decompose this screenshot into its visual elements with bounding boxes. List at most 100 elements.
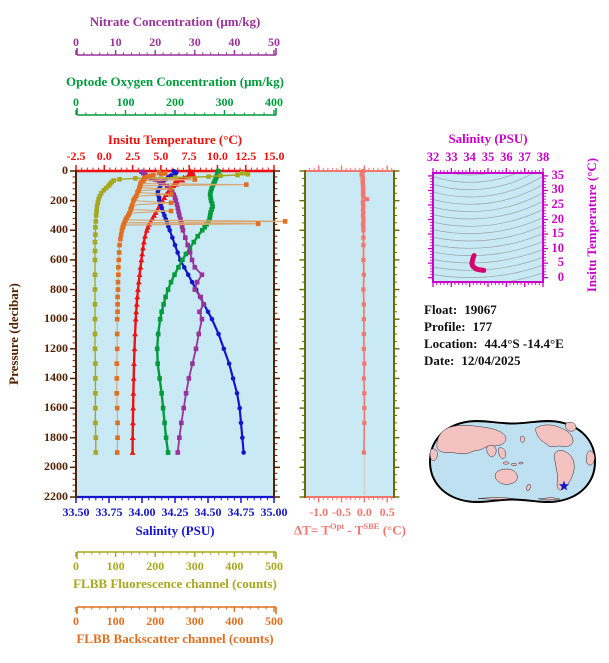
- tick-label: 300: [215, 95, 234, 109]
- tick-label: 100: [116, 95, 135, 109]
- tick-label: 200: [146, 614, 165, 628]
- tick-label: 5.0: [153, 149, 169, 163]
- tick-label: 0.0: [356, 505, 372, 519]
- tick-label: 34.25: [161, 505, 189, 519]
- date-label: Date:: [424, 353, 455, 368]
- tick-label: 20: [149, 35, 162, 49]
- map-land: [429, 421, 595, 501]
- tick-label: 35: [481, 150, 495, 164]
- ts-temperature-axis-title: Insitu Temperature (°C): [584, 157, 599, 293]
- tick-label: 0: [73, 559, 79, 573]
- location-label: Location:: [424, 336, 478, 351]
- tick-label: 200: [50, 192, 68, 207]
- tick-label: 12.5: [235, 149, 257, 163]
- tick-label: 37: [518, 150, 531, 164]
- tick-label: 300: [185, 614, 204, 628]
- tick-label: 10: [551, 240, 565, 255]
- tick-label: 0: [73, 35, 79, 49]
- tick-label: 200: [146, 559, 165, 573]
- profile-line: Profile: 177: [424, 318, 564, 335]
- tick-label: 100: [106, 559, 125, 573]
- tick-label: 38: [536, 150, 550, 164]
- float-id-line: Float: 19067: [424, 301, 564, 318]
- float-label: Float:: [424, 302, 458, 317]
- tick-label: 600: [50, 251, 68, 266]
- delta-t-title-part: (°C): [379, 522, 406, 538]
- tick-label: 0: [62, 163, 68, 177]
- tick-label: 800: [50, 281, 68, 296]
- delta-t-axis-title: ΔT= TOpt - TSBE (°C): [280, 521, 420, 538]
- tick-label: 1000: [44, 311, 68, 326]
- tick-label: 7.5: [181, 149, 197, 163]
- tick-label: 10: [109, 35, 122, 49]
- location-value: 44.4°S -14.4°E: [484, 336, 564, 351]
- pressure-axis-title: Pressure (decibar): [6, 283, 21, 385]
- fluorescence-axis-title: FLBB Fluorescence channel (counts): [73, 576, 277, 591]
- delta-t-title-sup-opt: Opt: [329, 521, 345, 531]
- tick-label: 15: [551, 226, 565, 241]
- tick-label: 1800: [44, 429, 68, 444]
- tick-label: -0.5: [332, 505, 351, 519]
- float-value: 19067: [464, 302, 497, 317]
- tick-label: 500: [265, 559, 283, 573]
- profile-value: 177: [472, 319, 493, 334]
- tick-label: 34.50: [194, 505, 222, 519]
- tick-label: 35: [551, 167, 565, 182]
- tick-label: 33.50: [62, 505, 90, 519]
- oxygen-axis-title: Optode Oxygen Concentration (μm/kg): [66, 74, 284, 89]
- float-info: Float: 19067 Profile: 177 Location: 44.4°S …: [424, 301, 564, 369]
- tick-label: 1400: [44, 370, 68, 385]
- nitrate-axis-title: Nitrate Concentration (μm/kg): [89, 14, 261, 29]
- tick-label: 33.75: [95, 505, 123, 519]
- tick-label: 1200: [44, 340, 68, 355]
- date-value: 12/04/2025: [461, 353, 521, 368]
- profile-label: Profile:: [424, 319, 466, 334]
- tick-label: 0: [557, 269, 564, 284]
- backscatter-axis-title: FLBB Backscatter channel (counts): [76, 631, 274, 646]
- tick-label: 0: [73, 614, 79, 628]
- tick-label: 1600: [44, 400, 68, 415]
- salinity-axis-title: Salinity (PSU): [135, 523, 215, 538]
- tick-label: 30: [188, 35, 201, 49]
- tick-label: 40: [228, 35, 241, 49]
- tick-label: 5: [557, 255, 564, 270]
- tick-label: 33: [445, 150, 458, 164]
- tick-label: 25: [551, 196, 565, 211]
- tick-label: 30: [551, 182, 565, 197]
- ts-salinity-axis-title: Salinity (PSU): [448, 131, 528, 146]
- tick-label: 400: [225, 559, 244, 573]
- tick-label: 500: [265, 614, 283, 628]
- tick-label: 36: [500, 150, 513, 164]
- location-line: Location: 44.4°S -14.4°E: [424, 335, 564, 352]
- tick-label: 34.00: [128, 505, 156, 519]
- tick-label: 32: [426, 150, 440, 164]
- tick-label: 10.0: [206, 149, 228, 163]
- tick-label: 2200: [44, 489, 68, 503]
- tick-label: 0.0: [96, 149, 112, 163]
- delta-t-title-part: ΔT= T: [294, 522, 330, 538]
- temperature-axis-title: Insitu Temperature (°C): [107, 132, 243, 147]
- tick-label: 300: [185, 559, 204, 573]
- tick-label: 400: [265, 95, 283, 109]
- series-layer: [92, 168, 542, 455]
- tick-label: -1.0: [309, 505, 329, 519]
- tick-label: 2.5: [125, 149, 141, 163]
- tick-label: -2.5: [66, 149, 86, 163]
- tick-label: 400: [225, 614, 244, 628]
- delta-t-title-part: - T: [344, 522, 364, 538]
- tick-label: 50: [268, 35, 280, 49]
- tick-label: 200: [166, 95, 184, 109]
- date-line: Date: 12/04/2025: [424, 352, 564, 369]
- tick-label: 0: [73, 95, 79, 109]
- tick-label: 0.5: [379, 505, 395, 519]
- tick-label: 100: [106, 614, 125, 628]
- delta-t-title-sup-sbe: SBE: [363, 521, 380, 531]
- tick-label: 2000: [44, 459, 68, 474]
- tick-label: 400: [50, 222, 68, 237]
- world-map: [428, 420, 597, 503]
- tick-label: 20: [551, 211, 565, 226]
- float-location-star: [558, 480, 570, 491]
- tick-label: 34: [463, 150, 476, 164]
